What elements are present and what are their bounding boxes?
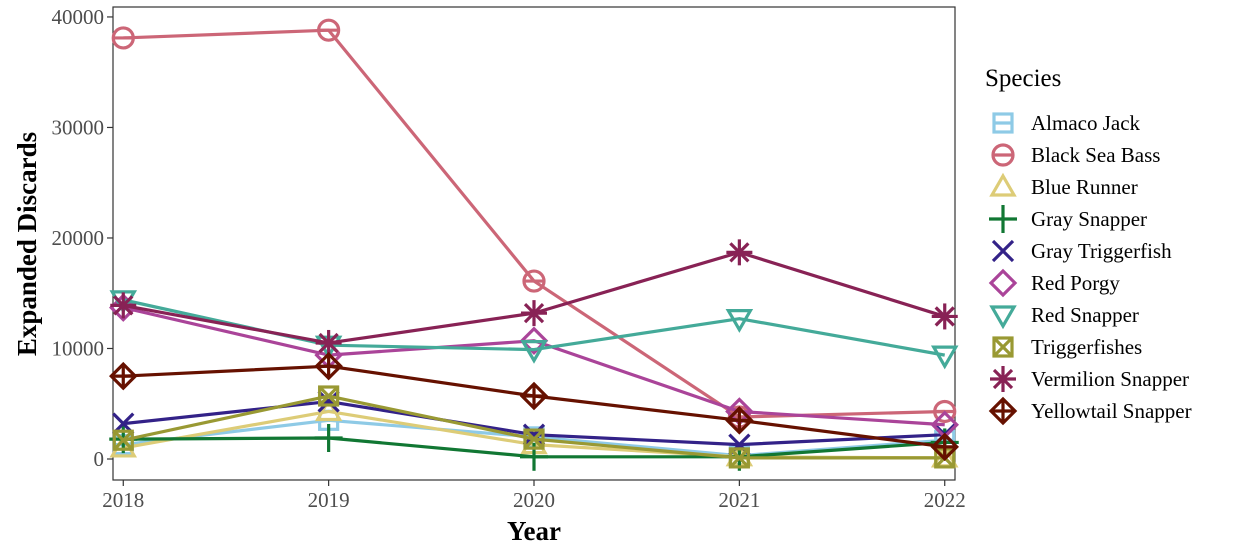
legend-label-yellowtail-snapper: Yellowtail Snapper [1031, 399, 1192, 423]
legend-item-gray-snapper: Gray Snapper [989, 205, 1147, 233]
data-point-gray-snapper [314, 424, 343, 453]
legend-key-triggerfishes [992, 336, 1014, 358]
legend: Species Almaco Jack Black Sea Bass Blue Ru… [985, 65, 1192, 426]
legend-item-gray-triggerfish: Gray Triggerfish [991, 239, 1172, 263]
y-tick-label: 20000 [52, 226, 105, 250]
legend-item-black-sea-bass: Black Sea Bass [991, 143, 1160, 167]
data-point-vermilion-snapper [315, 329, 342, 356]
data-point-triggerfishes [728, 447, 750, 469]
y-tick-label: 0 [94, 447, 105, 471]
legend-label-blue-runner: Blue Runner [1031, 175, 1138, 199]
series-vermilion-snapper [110, 239, 958, 356]
legend-label-gray-snapper: Gray Snapper [1031, 207, 1147, 231]
legend-label-black-sea-bass: Black Sea Bass [1031, 143, 1160, 167]
data-point-yellowtail-snapper [519, 381, 549, 411]
legend-item-red-snapper: Red Snapper [989, 303, 1139, 330]
legend-key-gray-triggerfish [991, 239, 1015, 263]
data-point-vermilion-snapper [110, 292, 137, 319]
data-point-red-snapper [725, 309, 754, 333]
legend-item-almaco-jack: Almaco Jack [992, 111, 1141, 135]
legend-item-red-porgy: Red Porgy [988, 268, 1120, 298]
legend-key-vermilion-snapper [990, 366, 1016, 392]
legend-label-gray-triggerfish: Gray Triggerfish [1031, 239, 1172, 263]
axes: 0 10000 20000 30000 40000 2018 2019 2020 2021 202… [52, 5, 966, 512]
legend-label-vermilion-snapper: Vermilion Snapper [1031, 367, 1189, 391]
data-point-triggerfishes [523, 428, 545, 450]
legend-label-red-porgy: Red Porgy [1031, 271, 1120, 295]
legend-key-red-snapper [989, 305, 1017, 330]
data-point-yellowtail-snapper [725, 406, 754, 435]
legend-label-triggerfishes: Triggerfishes [1031, 335, 1142, 359]
data-point-vermilion-snapper [931, 303, 958, 330]
legend-key-yellowtail-snapper [988, 396, 1018, 426]
y-tick-label: 40000 [52, 5, 105, 29]
x-tick-label: 2020 [513, 488, 555, 512]
data-point-red-porgy [519, 326, 549, 356]
x-tick-label: 2018 [102, 488, 144, 512]
data-point-red-porgy [109, 293, 138, 322]
data-point-black-sea-bass [522, 269, 546, 293]
x-tick-label: 2021 [718, 488, 760, 512]
legend-item-vermilion-snapper: Vermilion Snapper [990, 366, 1189, 392]
legend-key-blue-runner [989, 172, 1017, 197]
x-tick-label: 2022 [924, 488, 966, 512]
y-tick-label: 30000 [52, 115, 105, 139]
legend-label-almaco-jack: Almaco Jack [1031, 111, 1141, 135]
legend-label-red-snapper: Red Snapper [1031, 303, 1139, 327]
series-yellowtail-snapper [109, 351, 959, 462]
data-point-yellowtail-snapper [930, 432, 959, 462]
legend-item-triggerfishes: Triggerfishes [992, 335, 1142, 359]
data-point-gray-triggerfish [317, 390, 340, 413]
data-point-gray-triggerfish [522, 423, 546, 446]
data-point-yellowtail-snapper [109, 361, 138, 391]
legend-key-almaco-jack [992, 112, 1014, 134]
data-point-vermilion-snapper [521, 300, 547, 327]
data-point-blue-runner [314, 397, 343, 422]
y-tick-label: 10000 [52, 336, 105, 360]
legend-title: Species [985, 65, 1061, 92]
data-point-triggerfishes [112, 429, 134, 451]
x-tick-label: 2019 [308, 488, 350, 512]
series-layer [109, 18, 959, 471]
x-axis-title: Year [507, 516, 561, 546]
data-point-vermilion-snapper [726, 239, 753, 266]
data-point-yellowtail-snapper [314, 351, 343, 381]
legend-key-gray-snapper [989, 205, 1017, 233]
y-axis-title: Expanded Discards [12, 132, 42, 356]
data-point-black-sea-bass [111, 26, 135, 50]
legend-key-black-sea-bass [991, 143, 1015, 167]
data-point-red-snapper [520, 339, 548, 364]
legend-key-red-porgy [988, 268, 1018, 298]
data-point-black-sea-bass [317, 18, 341, 42]
data-point-triggerfishes [318, 385, 340, 407]
legend-item-blue-runner: Blue Runner [989, 172, 1138, 199]
data-point-red-snapper [930, 345, 959, 370]
legend-item-yellowtail-snapper: Yellowtail Snapper [988, 396, 1192, 426]
